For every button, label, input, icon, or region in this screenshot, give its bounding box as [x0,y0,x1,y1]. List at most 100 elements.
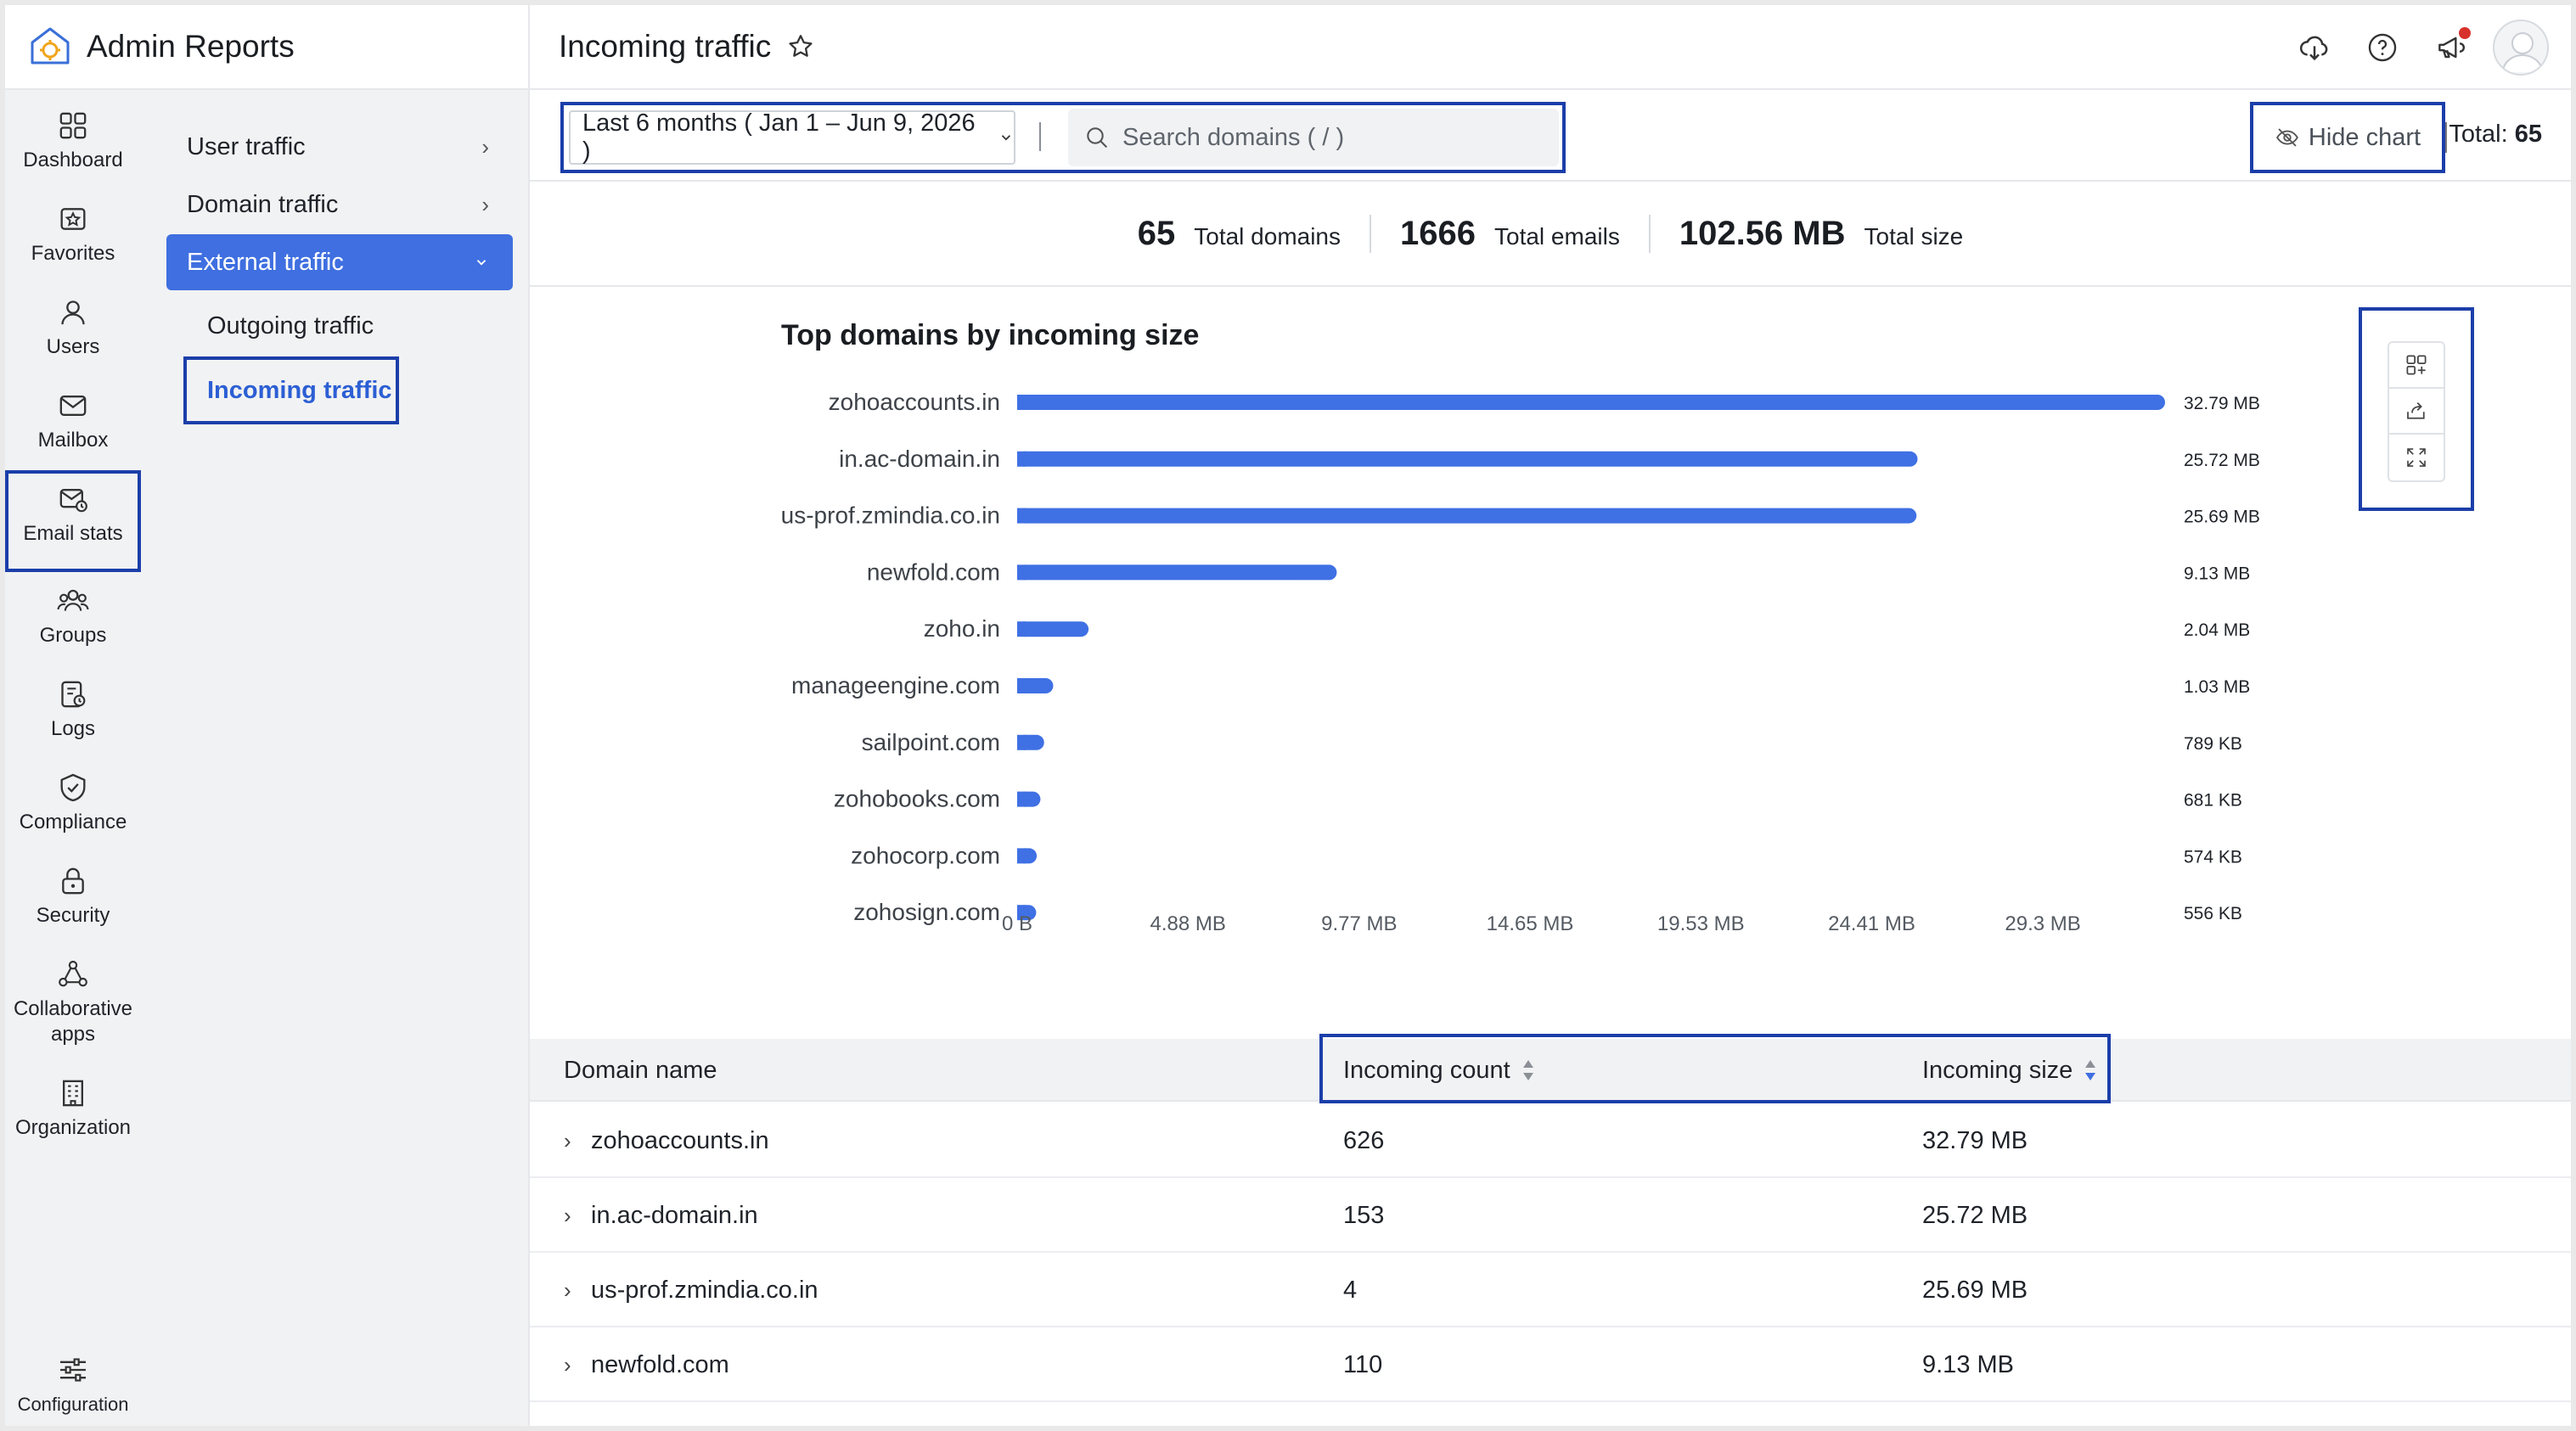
rail-item-label: Favorites [31,242,115,265]
download-button[interactable] [2281,14,2348,81]
cell-count: 110 [1343,1350,1383,1378]
subnav-item-label: External traffic [187,248,344,276]
chart-value-label: 25.69 MB [2184,508,2260,527]
rail-item-dashboard[interactable]: Dashboard [5,102,141,183]
help-button[interactable] [2348,14,2416,81]
total-count: Total: 65 [2449,121,2542,149]
subnav-item-user-traffic[interactable]: User traffic › [166,119,513,175]
total-value: 65 [2514,121,2542,148]
chart-value-label: 574 KB [2184,847,2242,867]
rail-item-organization[interactable]: Organization [5,1069,141,1151]
stat-total-size: 102.56 MB Total size [1648,214,1992,253]
table-row[interactable]: › in.ac-domain.in 153 25.72 MB [530,1178,2571,1253]
column-header-incoming-size[interactable]: Incoming size [1922,1039,2098,1102]
add-to-dashboard-button[interactable] [2389,343,2444,389]
export-chart-button[interactable] [2389,389,2444,435]
rail-item-logs[interactable]: Logs [5,671,141,752]
chart-tools [2388,341,2445,482]
collaborative-apps-icon [59,960,87,987]
page-title: Incoming traffic [559,29,772,64]
subnav-child-incoming-traffic[interactable]: Incoming traffic [183,356,399,424]
rail-item-label: Organization [14,1116,132,1139]
chart-x-tick-label: 4.88 MB [1150,912,1226,935]
sort-icon[interactable] [1521,1058,1536,1083]
announcements-button[interactable] [2416,14,2484,81]
app-title: Admin Reports [87,29,295,64]
cell-size: 25.72 MB [1922,1201,2028,1229]
expand-chart-button[interactable] [2389,435,2444,480]
chart-bar-base [1017,508,1026,524]
favorite-star-icon[interactable] [786,32,815,61]
filter-toolbar: Last 6 months ( Jan 1 – Jun 9, 2026 ) Se… [530,90,2571,182]
rail-item-label: Logs [50,717,96,740]
app-window: Admin Reports Incoming traffic [5,5,2571,1426]
help-icon [2368,33,2397,62]
chevron-right-icon: › [481,133,489,160]
chart-x-tick-label: 29.3 MB [2005,912,2080,935]
chart-bar-base [1017,791,1026,807]
chart-value-label: 1.03 MB [2184,677,2250,697]
rail-item-favorites[interactable]: Favorites [5,195,141,277]
chart-x-tick-label: 19.53 MB [1657,912,1745,935]
cell-domain: zohoaccounts.in [591,1126,769,1154]
cell-size: 9.13 MB [1922,1350,2014,1378]
table-row[interactable]: › us-prof.zmindia.co.in 4 25.69 MB [530,1253,2571,1327]
rail-item-users[interactable]: Users [5,289,141,370]
chart-x-tick-label: 0 B [1002,912,1032,935]
header-actions [2281,5,2549,90]
table-row[interactable]: › newfold.com 110 9.13 MB [530,1327,2571,1402]
chevron-right-icon[interactable]: › [564,1202,571,1228]
subnav-item-label: User traffic [187,132,306,160]
rail-item-label: Security [36,904,110,927]
chevron-right-icon[interactable]: › [564,1127,571,1153]
subnav-item-external-traffic[interactable]: External traffic [166,234,513,290]
rail-item-configuration[interactable]: Configuration [5,1346,141,1423]
rail-item-label: Users [46,335,100,358]
email-stats-icon [59,489,87,513]
top-bar: Incoming traffic [530,5,2571,90]
rail-item-email-stats[interactable]: Email stats [5,470,141,572]
sort-descending-icon[interactable] [2083,1058,2098,1083]
chart-value-label: 9.13 MB [2184,564,2250,583]
chart-bar [1017,395,2165,410]
hide-chart-button[interactable]: Hide chart [2250,102,2445,173]
subnav-item-domain-traffic[interactable]: Domain traffic › [166,177,513,233]
notification-dot [2459,27,2471,39]
rail-item-security[interactable]: Security [5,857,141,939]
rail-item-label: Compliance [19,811,127,833]
subnav-child-outgoing-traffic[interactable]: Outgoing traffic [207,312,374,340]
bar-chart: zohoaccounts.in 32.79 MB in.ac-domain.in 25… [781,389,2260,935]
settings-sliders-icon [60,1358,86,1382]
chart-x-tick-label: 9.77 MB [1321,912,1397,935]
avatar[interactable] [2493,20,2549,76]
rail-item-label: Configuration [17,1394,129,1415]
rail-item-collaborative-apps[interactable]: Collaborative apps [5,951,141,1058]
chevron-right-icon[interactable]: › [564,1351,571,1378]
chevron-right-icon[interactable]: › [564,1277,571,1303]
search-input[interactable]: Search domains ( / ) [1068,109,1559,166]
rail-item-mailbox[interactable]: Mailbox [5,382,141,463]
cell-domain: newfold.com [591,1350,729,1378]
rail-item-groups[interactable]: Groups [5,577,141,659]
filter-group: Last 6 months ( Jan 1 – Jun 9, 2026 ) Se… [560,102,1566,173]
date-range-select[interactable]: Last 6 months ( Jan 1 – Jun 9, 2026 ) [569,109,1015,165]
chevron-right-icon: › [481,191,489,217]
favorites-icon [60,208,86,230]
divider [1039,122,1041,151]
mailbox-icon [59,396,87,416]
logs-icon [61,681,86,708]
rail-item-label: Email stats [23,522,123,545]
chart-category-label: sailpoint.com [862,729,1000,755]
hide-chart-label: Hide chart [2308,123,2421,151]
chart-category-label: in.ac-domain.in [839,446,1000,472]
column-header-incoming-count[interactable]: Incoming count [1343,1039,1536,1102]
chart-x-tick-label: 14.65 MB [1487,912,1574,935]
table-row[interactable]: › zohoaccounts.in 626 32.79 MB [530,1103,2571,1178]
main-content: Last 6 months ( Jan 1 – Jun 9, 2026 ) Se… [530,90,2571,1426]
sub-navigation: User traffic › Domain traffic › External… [141,90,530,1426]
rail-item-compliance[interactable]: Compliance [5,764,141,845]
chart-value-label: 2.04 MB [2184,620,2250,640]
cell-count: 626 [1343,1126,1385,1154]
chart-category-label: zohobooks.com [834,786,1000,812]
rail-item-label: apps [50,1023,96,1046]
